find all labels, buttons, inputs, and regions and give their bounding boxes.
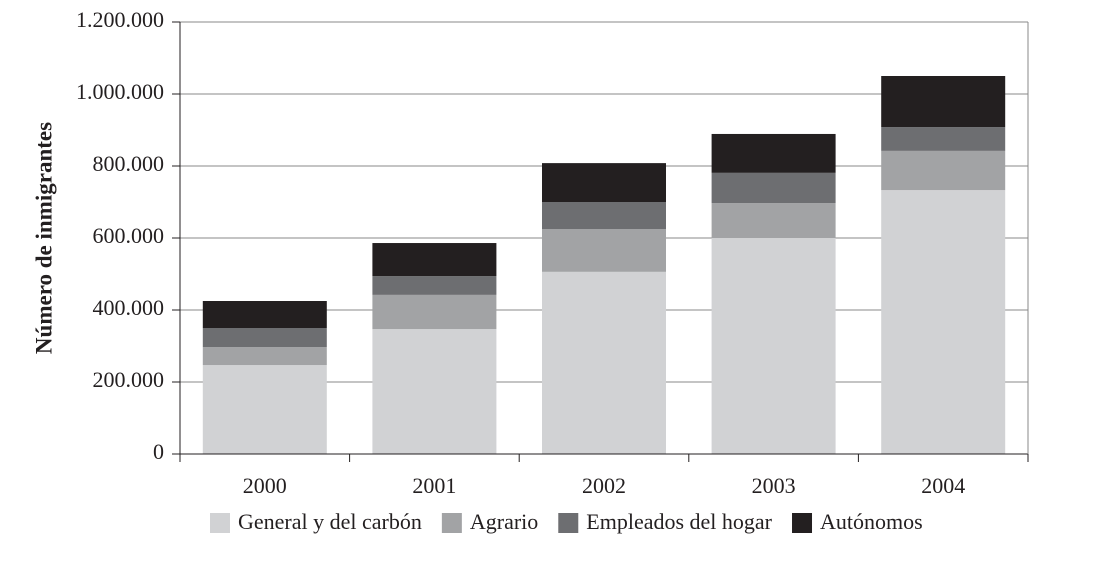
bar-segment (202, 301, 327, 328)
bar-segment (711, 172, 836, 204)
legend-swatch (441, 513, 462, 533)
bar-segment (881, 150, 1006, 191)
bar-segment (542, 163, 666, 202)
legend-swatch (210, 513, 230, 533)
bar-segment (372, 329, 497, 454)
legend-label: Empleados del hogar (586, 509, 772, 534)
x-tick-label: 2000 (243, 473, 287, 498)
legend-swatch (558, 513, 579, 533)
bar-segment (711, 203, 836, 238)
legend-swatch (792, 513, 813, 533)
legend-label: General y del carbón (238, 509, 422, 534)
bar-segment (711, 133, 836, 173)
y-tick-label: 800.000 (93, 151, 165, 176)
bar-segment (881, 127, 1006, 151)
bar-segment (372, 243, 497, 277)
y-tick-label: 400.000 (93, 295, 165, 320)
y-tick-label: 600.000 (93, 223, 165, 248)
bar-segment (542, 229, 666, 272)
x-tick-label: 2004 (921, 473, 965, 498)
legend-label: Autónomos (820, 509, 923, 534)
bar-segment (372, 276, 497, 295)
bar-segment (542, 271, 666, 454)
bar-segment (372, 294, 497, 330)
legend-label: Agrario (470, 509, 538, 534)
y-tick-label: 0 (153, 439, 164, 464)
bar-segment (881, 190, 1006, 454)
bar-segment (202, 347, 327, 366)
y-tick-label: 200.000 (93, 367, 165, 392)
y-tick-label: 1.200.000 (76, 7, 164, 32)
bar-segment (711, 238, 836, 454)
bar-segment (542, 202, 666, 229)
x-tick-label: 2003 (752, 473, 796, 498)
y-axis-label: Número de inmigrantes (31, 122, 56, 354)
x-tick-label: 2002 (582, 473, 626, 498)
x-tick-label: 2001 (412, 473, 456, 498)
bar-segment (202, 328, 327, 348)
bar-segment (881, 76, 1006, 128)
y-tick-label: 1.000.000 (76, 79, 164, 104)
bar-segment (202, 365, 327, 454)
